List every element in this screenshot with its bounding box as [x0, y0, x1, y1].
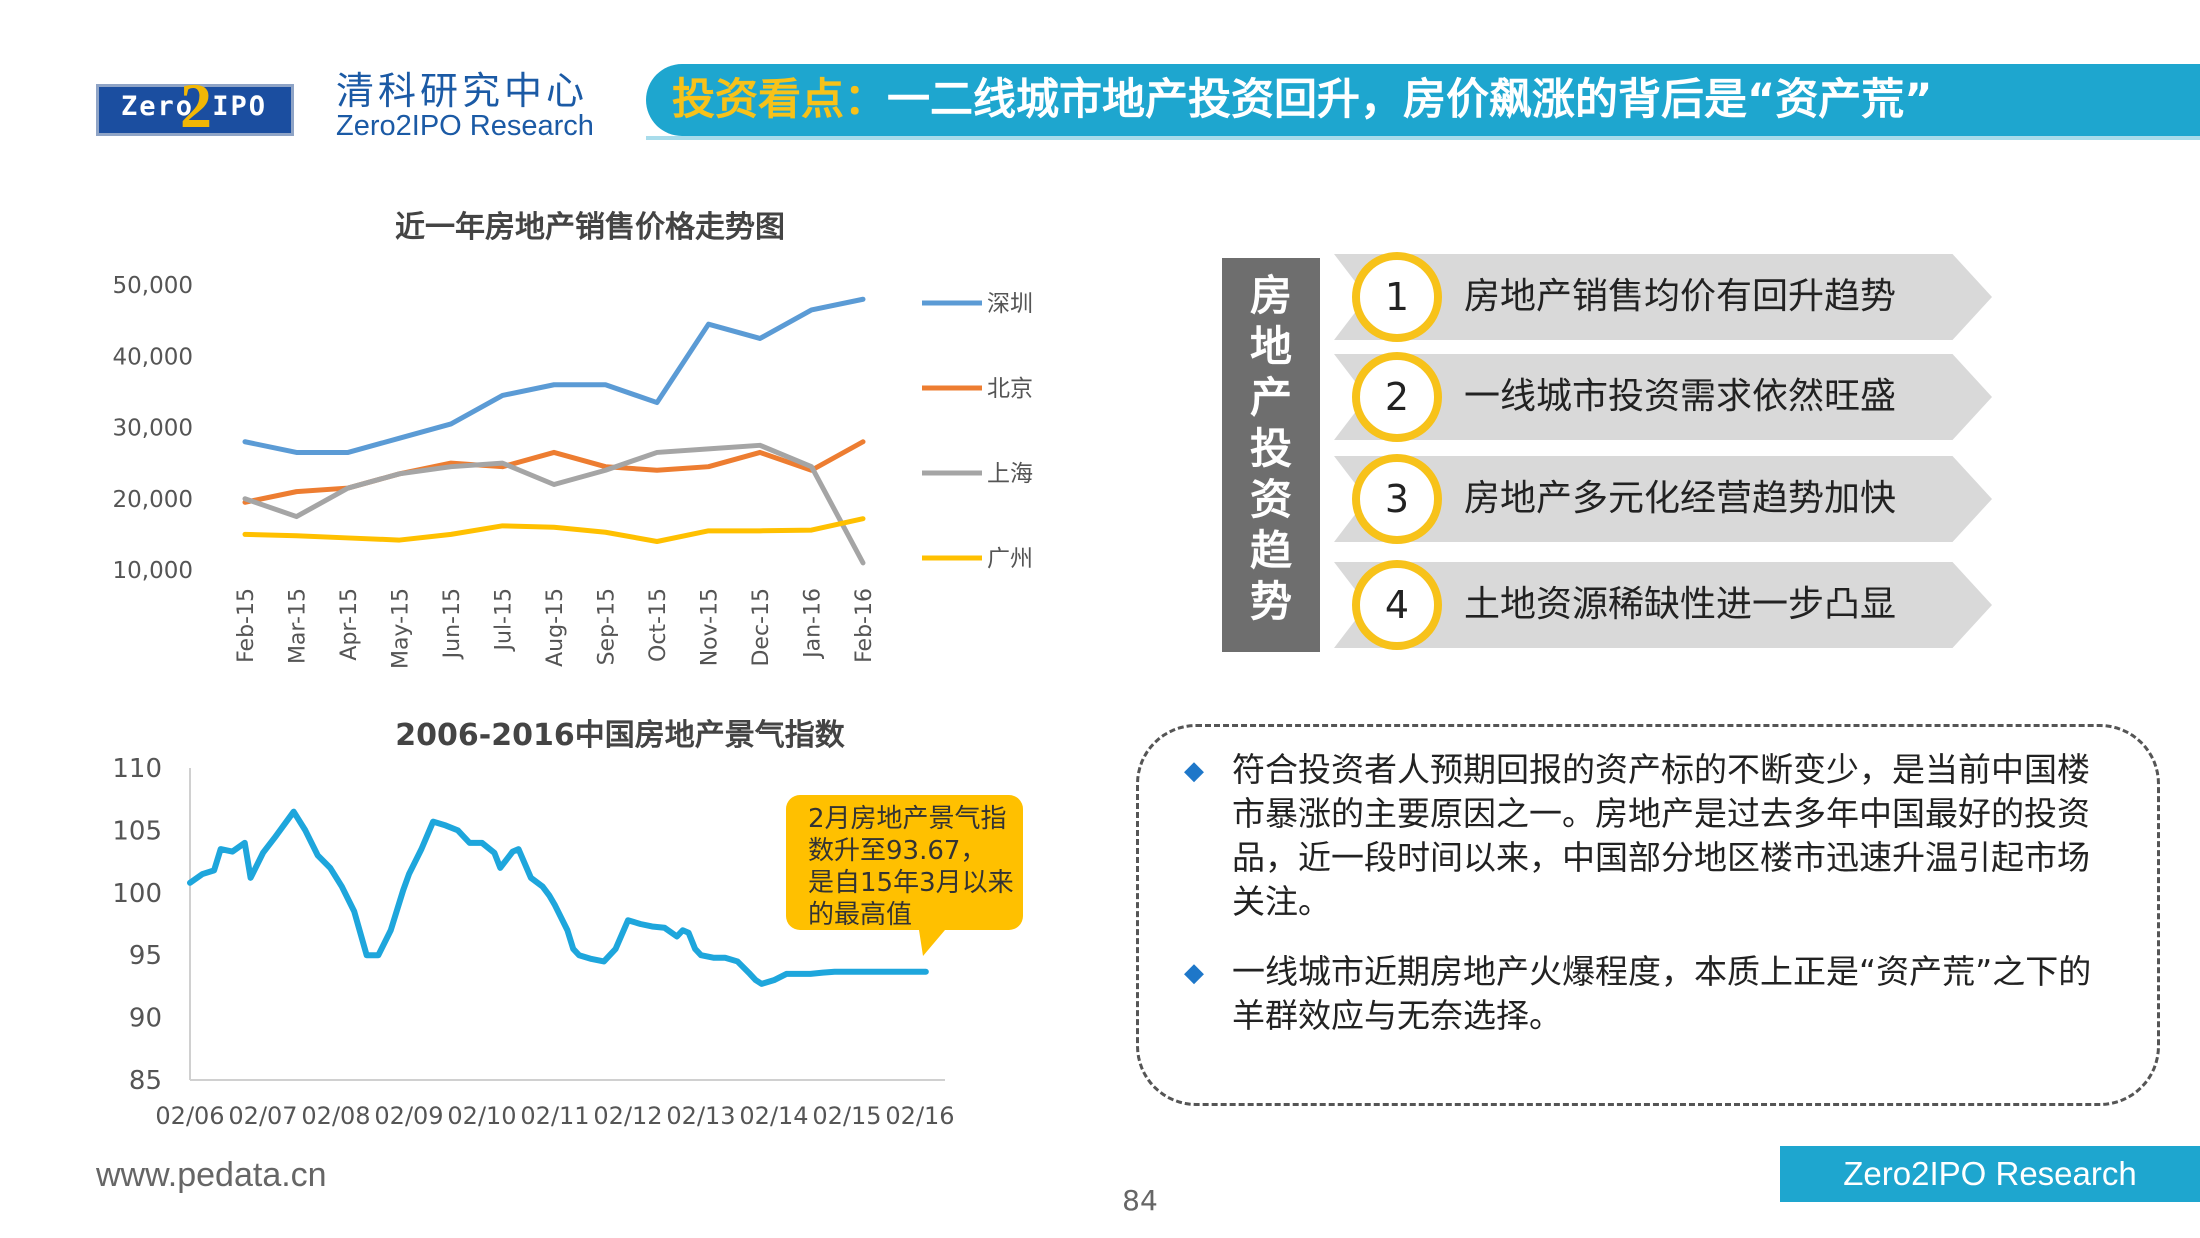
page-title-main: 一二线城市地产投资回升，房价飙涨的背后是“资产荒”	[887, 75, 1933, 125]
y-tick-label: 10,000	[113, 558, 193, 584]
callout-line: 是自15年3月以来	[808, 868, 1014, 898]
callout-line: 2月房地产景气指	[808, 804, 1007, 834]
index-line	[187, 808, 929, 987]
factor-label-char: 地	[1249, 322, 1292, 371]
climate-index-chart: 110 105 100 95 90 85 02/06 02/07 02/08 02/09 02/10…	[112, 754, 1023, 1130]
title-bar	[646, 64, 2200, 136]
x-tick-label: 02/10	[447, 1102, 516, 1130]
y-tick-label: 50,000	[113, 273, 193, 299]
factor-label-char: 资	[1249, 475, 1292, 524]
factor-item: 1 房地产销售均价有回升趋势	[1334, 252, 1992, 342]
factor-number-badge: 4	[1352, 560, 1442, 650]
factor-arrow-shape	[1334, 456, 1992, 542]
bullet-icon: ◆	[1184, 756, 1204, 786]
x-tick-label: 02/14	[739, 1102, 808, 1130]
y-tick-label: 30,000	[113, 416, 193, 442]
factor-number-badge: 3	[1352, 454, 1442, 544]
bullet-icon: ◆	[1184, 958, 1204, 988]
notes-box	[1136, 724, 2160, 1106]
brand-text: Zero2IPO Research	[1843, 1155, 2137, 1192]
x-tick-label: Sep-15	[595, 588, 620, 665]
note-paragraph: 符合投资者人预期回报的资产标的不断变少，是当前中国楼市暴涨的主要原因之一。房地产…	[1232, 750, 2090, 921]
x-tick-label: 02/09	[374, 1102, 443, 1130]
website-link[interactable]: www.pedata.cn	[96, 1156, 327, 1194]
x-tick-label: 02/12	[593, 1102, 662, 1130]
logo-two: 2	[180, 70, 212, 141]
callout-line: 的最高值	[808, 900, 912, 930]
x-tick-label: 02/16	[885, 1102, 954, 1130]
factor-arrow-shape	[1334, 354, 1992, 440]
factor-text: 房地产销售均价有回升趋势	[1464, 276, 1897, 317]
factor-label-char: 产	[1249, 373, 1292, 422]
y-tick-label: 90	[129, 1004, 162, 1034]
factor-label: 房地产投资趋势	[1222, 270, 1320, 627]
y-tick-label: 95	[129, 941, 162, 971]
x-tick-label: Oct-15	[646, 588, 671, 662]
factor-label-char: 房	[1249, 271, 1292, 320]
factor-number-badge: 2	[1352, 352, 1442, 442]
x-tick-label: Jul-15	[492, 588, 517, 652]
x-tick-label: May-15	[389, 588, 414, 669]
x-tick-label: 02/08	[301, 1102, 370, 1130]
factor-text: 一线城市投资需求依然旺盛	[1464, 376, 1897, 417]
legend-label: 广州	[987, 546, 1033, 572]
x-tick-label: Dec-15	[749, 588, 774, 667]
series-line	[242, 296, 866, 455]
factor-number-badge: 1	[1352, 252, 1442, 342]
x-tick-label: Feb-15	[234, 588, 259, 663]
y-tick-label: 20,000	[113, 487, 193, 513]
factor-label-char: 势	[1249, 577, 1292, 626]
factor-label-char: 趋	[1249, 526, 1292, 575]
x-tick-label: Jan-16	[801, 588, 826, 660]
factor-column	[1222, 258, 1320, 652]
factor-item: 4 土地资源稀缺性进一步凸显	[1334, 560, 1992, 650]
brand-banner	[1780, 1146, 2200, 1202]
page-title-highlight: 投资看点：	[672, 75, 887, 125]
org-name-en: Zero2IPO Research	[336, 110, 594, 142]
chart2-title: 2006-2016中国房地产景气指数	[395, 718, 845, 753]
callout-line: 数升至93.67，	[808, 836, 986, 866]
x-tick-label: Aug-15	[543, 588, 568, 667]
factor-label-char: 投	[1249, 424, 1292, 473]
x-tick-label: Nov-15	[698, 588, 723, 666]
factor-arrow-shape	[1334, 254, 1992, 340]
legend-label: 北京	[987, 376, 1033, 402]
series-line	[242, 516, 866, 544]
note-paragraph: 一线城市近期房地产火爆程度，本质上正是“资产荒”之下的羊群效应与无奈选择。	[1232, 952, 2092, 1035]
factor-arrow-shape	[1334, 562, 1992, 648]
x-tick-label: Feb-16	[852, 588, 877, 663]
series-line	[242, 442, 866, 566]
y-tick-label: 100	[112, 879, 162, 909]
x-tick-label: 02/15	[812, 1102, 881, 1130]
title-underline	[646, 136, 2200, 140]
y-tick-label: 105	[112, 816, 162, 846]
x-tick-label: Apr-15	[337, 588, 362, 661]
logo-frame	[96, 84, 294, 136]
page-title: 投资看点：一二线城市地产投资回升，房价飙涨的背后是“资产荒”	[672, 64, 1933, 136]
callout-bubble	[786, 795, 1023, 956]
x-tick-label: Jun-15	[440, 588, 465, 660]
legend-label: 深圳	[987, 291, 1033, 317]
x-tick-label: 02/06	[155, 1102, 224, 1130]
logo-text: Zero IPO	[120, 91, 268, 122]
y-tick-label: 110	[112, 754, 162, 784]
chart1-title: 近一年房地产销售价格走势图	[395, 210, 785, 245]
x-tick-label: 02/13	[666, 1102, 735, 1130]
factor-item: 2 一线城市投资需求依然旺盛	[1334, 352, 1992, 442]
org-name-cn: 清科研究中心	[336, 69, 589, 113]
page-number: 84	[1122, 1184, 1158, 1217]
price-trend-chart: 50,000 40,000 30,000 20,000 10,000 Feb-15 Mar-…	[113, 273, 1033, 669]
y-tick-label: 40,000	[113, 344, 193, 370]
legend-label: 上海	[987, 461, 1033, 487]
x-tick-label: Mar-15	[286, 588, 311, 664]
factor-text: 房地产多元化经营趋势加快	[1464, 478, 1897, 519]
y-tick-label: 85	[129, 1066, 162, 1096]
x-tick-label: 02/11	[520, 1102, 589, 1130]
x-tick-label: 02/07	[228, 1102, 297, 1130]
factor-text: 土地资源稀缺性进一步凸显	[1464, 584, 1897, 625]
factor-item: 3 房地产多元化经营趋势加快	[1334, 454, 1992, 544]
callout-text: 2月房地产景气指数升至93.67，是自15年3月以来的最高值	[808, 804, 1014, 930]
